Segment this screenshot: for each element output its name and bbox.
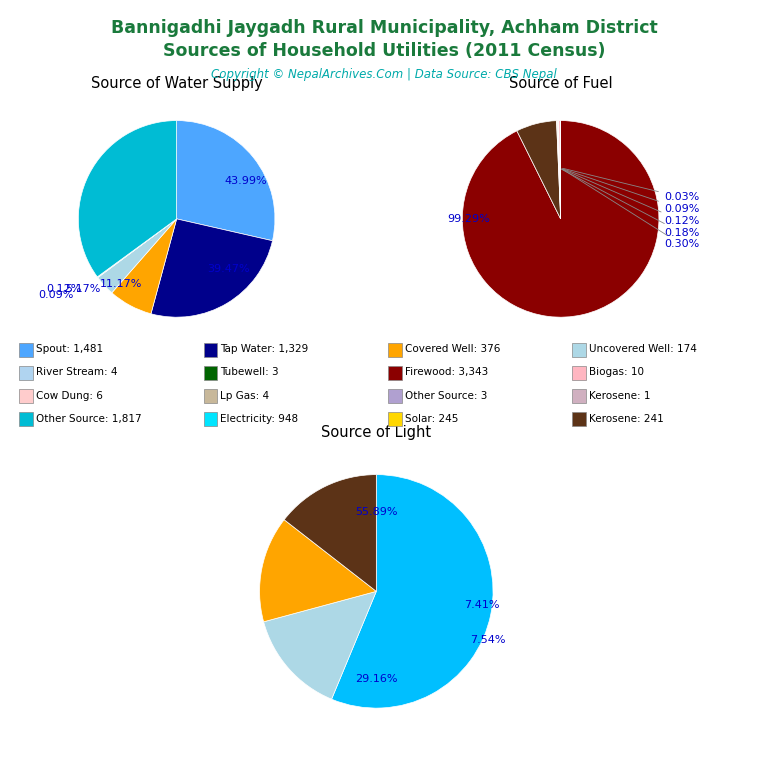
Text: Copyright © NepalArchives.Com | Data Source: CBS Nepal: Copyright © NepalArchives.Com | Data Sou… bbox=[211, 68, 557, 81]
Title: Source of Fuel: Source of Fuel bbox=[509, 76, 612, 91]
Text: River Stream: 4: River Stream: 4 bbox=[36, 367, 118, 378]
Wedge shape bbox=[177, 121, 275, 240]
Text: 39.47%: 39.47% bbox=[207, 264, 250, 274]
Text: Firewood: 3,343: Firewood: 3,343 bbox=[405, 367, 488, 378]
Text: Other Source: 1,817: Other Source: 1,817 bbox=[36, 413, 142, 424]
Text: 0.03%: 0.03% bbox=[563, 168, 699, 202]
Wedge shape bbox=[98, 219, 177, 293]
Text: Kerosene: 241: Kerosene: 241 bbox=[589, 413, 664, 424]
Text: 7.41%: 7.41% bbox=[464, 601, 499, 611]
Wedge shape bbox=[78, 121, 177, 277]
Text: Lp Gas: 4: Lp Gas: 4 bbox=[220, 390, 270, 401]
Wedge shape bbox=[263, 591, 376, 699]
Text: Tap Water: 1,329: Tap Water: 1,329 bbox=[220, 344, 309, 355]
Text: 5.17%: 5.17% bbox=[65, 284, 101, 294]
Wedge shape bbox=[557, 121, 561, 219]
Title: Source of Light: Source of Light bbox=[321, 425, 432, 440]
Text: Spout: 1,481: Spout: 1,481 bbox=[36, 344, 103, 355]
Text: Solar: 245: Solar: 245 bbox=[405, 413, 458, 424]
Wedge shape bbox=[151, 219, 273, 317]
Text: 0.30%: 0.30% bbox=[562, 169, 699, 250]
Wedge shape bbox=[284, 475, 376, 591]
Text: Other Source: 3: Other Source: 3 bbox=[405, 390, 487, 401]
Wedge shape bbox=[98, 219, 177, 277]
Wedge shape bbox=[462, 121, 659, 317]
Wedge shape bbox=[558, 121, 561, 219]
Text: Covered Well: 376: Covered Well: 376 bbox=[405, 344, 500, 355]
Text: Uncovered Well: 174: Uncovered Well: 174 bbox=[589, 344, 697, 355]
Text: Sources of Household Utilities (2011 Census): Sources of Household Utilities (2011 Cen… bbox=[163, 42, 605, 60]
Text: 55.89%: 55.89% bbox=[355, 507, 398, 517]
Wedge shape bbox=[112, 219, 177, 314]
Text: Biogas: 10: Biogas: 10 bbox=[589, 367, 644, 378]
Wedge shape bbox=[517, 121, 561, 219]
Text: 11.17%: 11.17% bbox=[99, 279, 142, 289]
Text: 0.18%: 0.18% bbox=[561, 169, 699, 237]
Text: Electricity: 948: Electricity: 948 bbox=[220, 413, 299, 424]
Text: Bannigadhi Jaygadh Rural Municipality, Achham District: Bannigadhi Jaygadh Rural Municipality, A… bbox=[111, 19, 657, 37]
Text: 0.09%: 0.09% bbox=[562, 169, 699, 214]
Wedge shape bbox=[260, 520, 376, 622]
Wedge shape bbox=[98, 219, 177, 277]
Text: Cow Dung: 6: Cow Dung: 6 bbox=[36, 390, 103, 401]
Text: Kerosene: 1: Kerosene: 1 bbox=[589, 390, 650, 401]
Wedge shape bbox=[332, 475, 493, 708]
Wedge shape bbox=[559, 121, 561, 219]
Text: 7.54%: 7.54% bbox=[470, 635, 505, 645]
Text: 29.16%: 29.16% bbox=[355, 674, 398, 684]
Text: 0.12%: 0.12% bbox=[47, 284, 82, 294]
Text: Tubewell: 3: Tubewell: 3 bbox=[220, 367, 279, 378]
Text: 0.09%: 0.09% bbox=[38, 290, 74, 300]
Text: 43.99%: 43.99% bbox=[224, 176, 267, 186]
Title: Source of Water Supply: Source of Water Supply bbox=[91, 76, 263, 91]
Text: 0.12%: 0.12% bbox=[561, 169, 699, 226]
Wedge shape bbox=[558, 121, 561, 219]
Text: 99.29%: 99.29% bbox=[447, 214, 490, 224]
